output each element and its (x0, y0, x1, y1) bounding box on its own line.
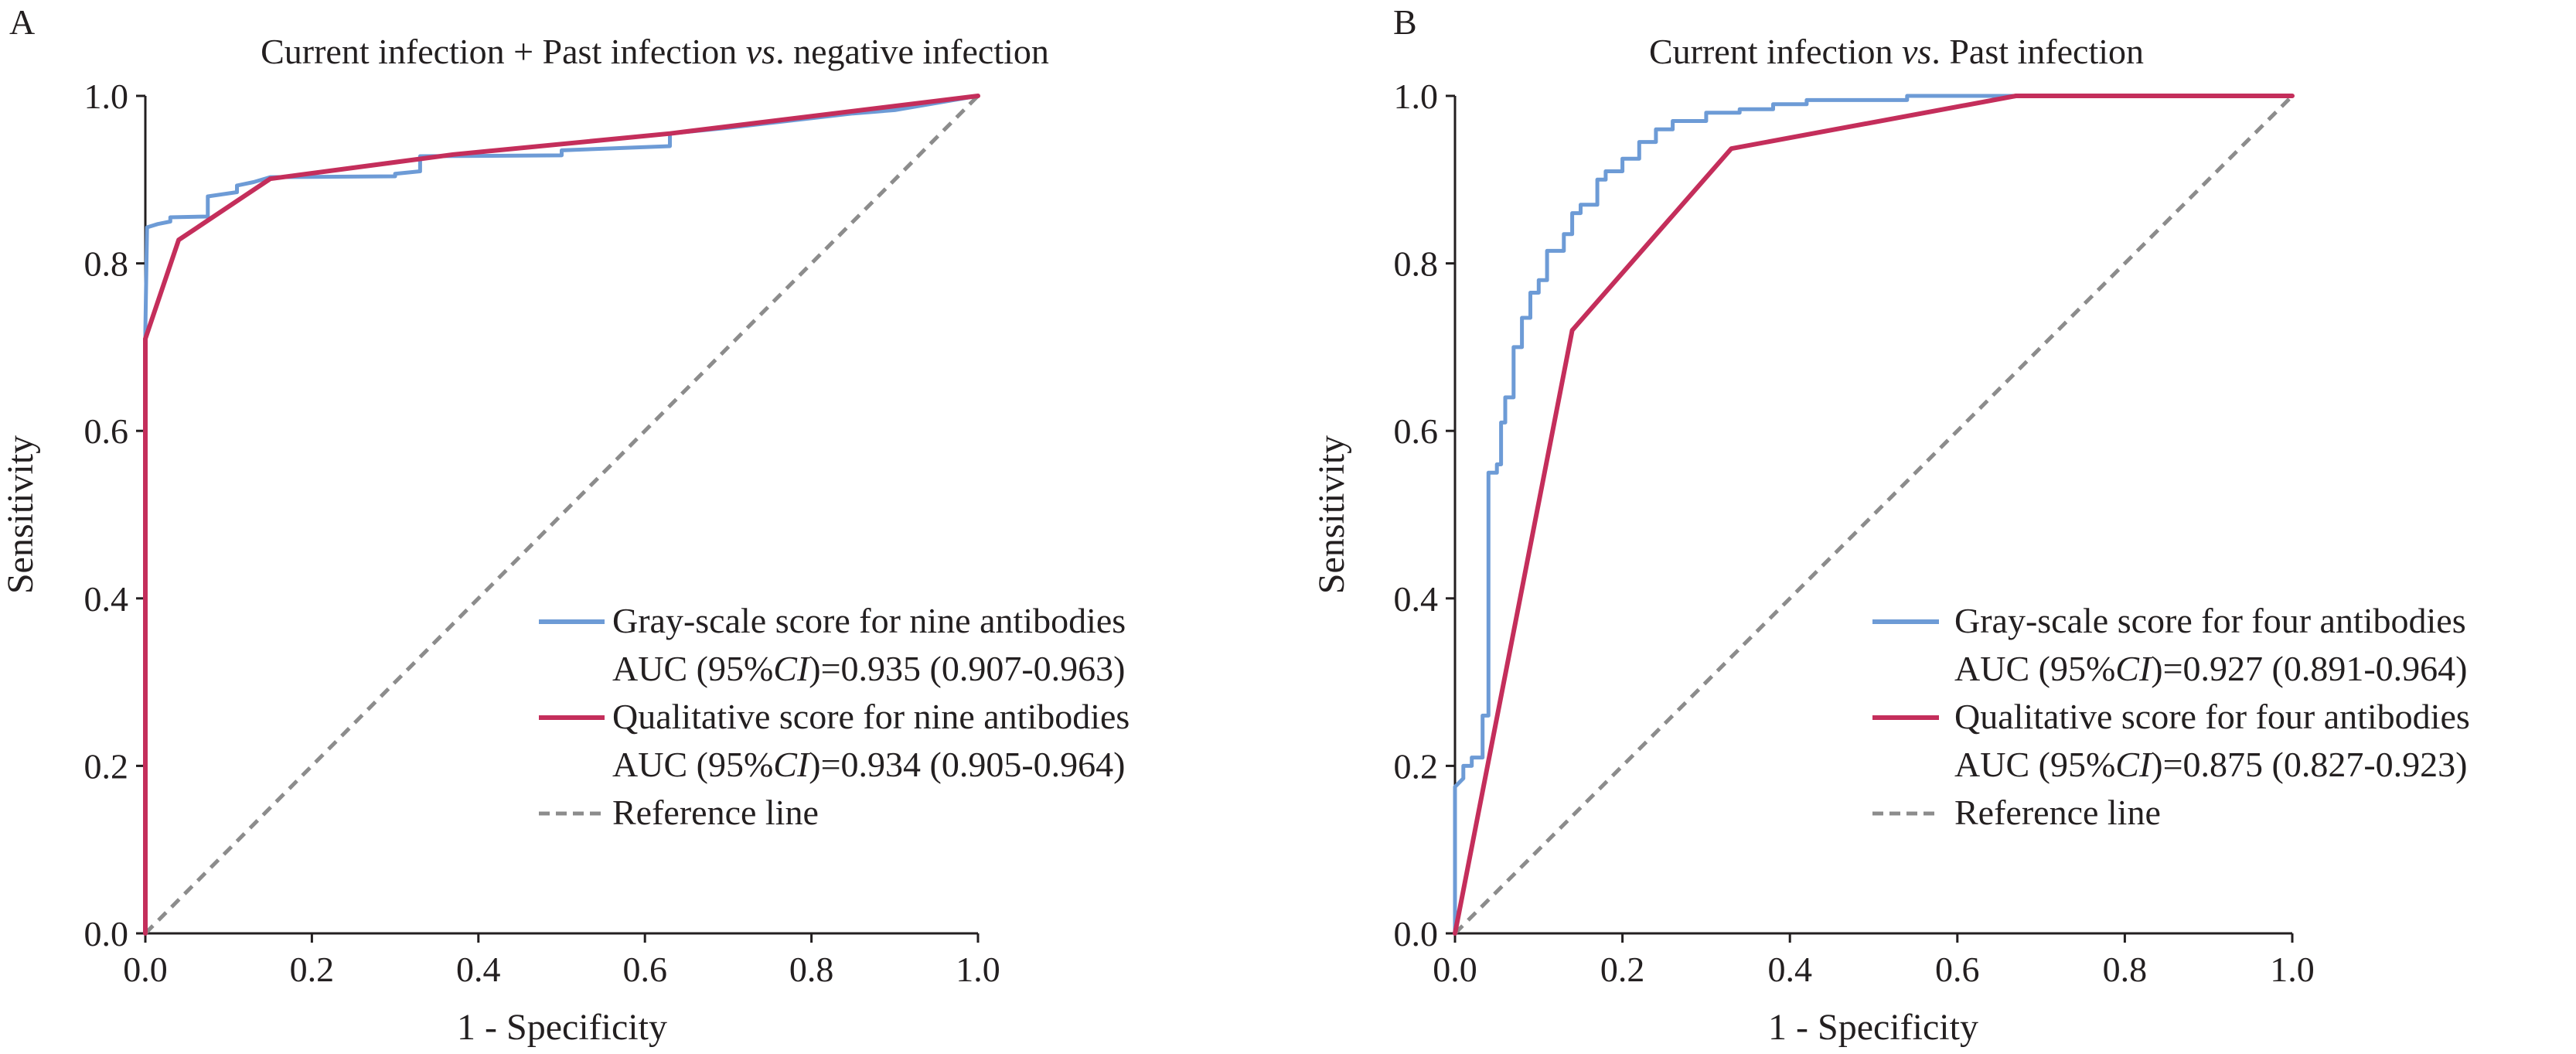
x-tick-label: 0.8 (789, 950, 834, 989)
legend: Gray-scale score for nine antibodies AUC … (539, 601, 1130, 832)
x-tick-label: 0.4 (1767, 950, 1812, 989)
x-axis-title: 1 - Specificity (1768, 1007, 1978, 1048)
roc-chart-panel-a: A Current infection + Past infection vs. … (0, 2, 1130, 1048)
y-tick-label: 0.0 (1394, 914, 1439, 953)
legend-label: Reference line (612, 793, 819, 832)
series-line-reference (1453, 94, 2294, 935)
legend-auc-text: AUC (95%CI)=0.934 (0.905-0.964) (612, 745, 1125, 784)
y-axis-title: Sensitivity (1311, 435, 1352, 594)
x-axis-title: 1 - Specificity (457, 1007, 667, 1048)
legend-label: Qualitative score for nine antibodies (612, 697, 1130, 736)
x-tick-label: 0.8 (2103, 950, 2148, 989)
legend-label: Gray-scale score for nine antibodies (612, 601, 1126, 640)
y-tick-label: 0.2 (84, 746, 129, 786)
x-tick-label: 1.0 (956, 950, 1000, 989)
roc-chart-panel-b: B Current infection vs. Past infection 0.0… (1311, 2, 2470, 1048)
x-tick-label: 0.2 (290, 950, 335, 989)
y-tick-label: 0.6 (1394, 411, 1439, 451)
y-tick-label: 0.4 (1394, 579, 1439, 619)
x-tick-label: 0.6 (622, 950, 667, 989)
y-tick-label: 1.0 (1394, 77, 1439, 116)
series-line-qualitative (1453, 94, 2295, 936)
chart-title: Current infection + Past infection vs. n… (261, 32, 1049, 71)
panel-letter: A (9, 2, 35, 42)
series-line-qualitative (143, 94, 980, 936)
x-tick-label: 0.0 (123, 950, 168, 989)
legend-auc-text: AUC (95%CI)=0.875 (0.827-0.923) (1954, 745, 2467, 784)
series-line-gray-scale (1453, 94, 2295, 936)
legend-auc-text: AUC (95%CI)=0.935 (0.907-0.963) (612, 649, 1125, 688)
legend-auc-text: AUC (95%CI)=0.927 (0.891-0.964) (1954, 649, 2467, 688)
legend-label: Qualitative score for four antibodies (1954, 697, 2470, 736)
y-axis-title: Sensitivity (0, 435, 41, 594)
series-line-reference (144, 94, 980, 935)
x-tick-label: 0.6 (1935, 950, 1980, 989)
y-tick-label: 0.8 (84, 244, 129, 284)
x-tick-label: 1.0 (2270, 950, 2315, 989)
y-tick-label: 0.6 (84, 411, 129, 451)
x-tick-label: 0.4 (456, 950, 501, 989)
y-tick-label: 1.0 (84, 77, 129, 116)
chart-title: Current infection vs. Past infection (1649, 32, 2144, 71)
panel-letter: B (1393, 2, 1417, 42)
y-tick-label: 0.8 (1394, 244, 1439, 284)
y-tick-label: 0.4 (84, 579, 129, 619)
legend-label: Reference line (1954, 793, 2161, 832)
legend: Gray-scale score for four antibodies AUC … (1872, 601, 2470, 832)
legend-label: Gray-scale score for four antibodies (1954, 601, 2466, 640)
y-tick-label: 0.0 (84, 914, 129, 953)
x-tick-label: 0.2 (1600, 950, 1645, 989)
x-tick-label: 0.0 (1433, 950, 1477, 989)
y-tick-label: 0.2 (1394, 746, 1439, 786)
